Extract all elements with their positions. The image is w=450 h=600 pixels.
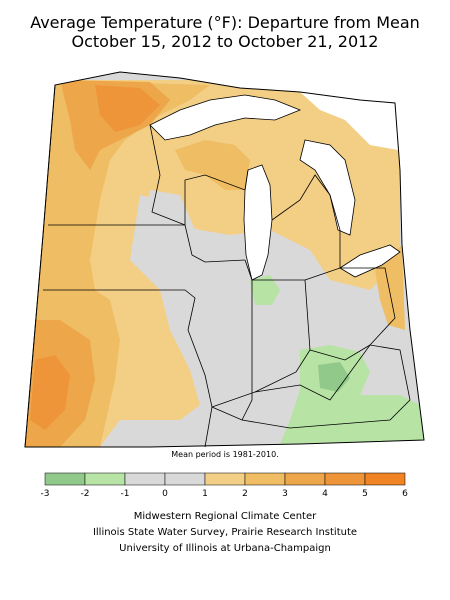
temperature-departure-map — [24, 71, 425, 448]
legend-tick-label: 0 — [162, 489, 168, 499]
map-frame — [24, 71, 425, 448]
legend-bin — [324, 472, 366, 486]
map-title-line-2: October 15, 2012 to October 21, 2012 — [71, 32, 379, 51]
warm-zone-michigan-up — [175, 140, 250, 190]
credit-line-2: Illinois State Water Survey, Prairie Res… — [92, 527, 358, 538]
canada-area — [300, 92, 398, 150]
lake-huron — [299, 139, 356, 236]
lake-michigan — [243, 164, 273, 281]
warm-zone-ohio-east — [375, 245, 405, 330]
legend-tick-label: 2 — [242, 489, 248, 499]
legend-bin — [364, 472, 406, 486]
map-title-line-1: Average Temperature (°F): Departure from… — [30, 13, 420, 32]
cool-zone-kentucky-core — [318, 362, 350, 392]
legend-bin — [124, 472, 166, 486]
cool-zone-indiana — [250, 275, 280, 305]
legend-bin — [44, 472, 86, 486]
legend-tick-label: 6 — [402, 489, 408, 499]
legend-bin — [244, 472, 286, 486]
color-legend: -3 -2 -1 0 1 2 3 4 5 6 — [41, 472, 408, 499]
legend-tick-label: 3 — [282, 489, 288, 499]
lake-erie — [339, 244, 401, 278]
legend-bin — [284, 472, 326, 486]
lake-superior — [149, 94, 302, 141]
legend-tick-label: -3 — [41, 489, 50, 499]
mean-period-note: Mean period is 1981-2010. — [171, 450, 279, 459]
legend-bin — [164, 472, 206, 486]
legend-bin — [204, 472, 246, 486]
legend-tick-label: 5 — [362, 489, 368, 499]
credit-line-1: Midwestern Regional Climate Center — [133, 511, 317, 522]
legend-bin — [84, 472, 126, 486]
legend-tick-label: 1 — [202, 489, 208, 499]
warm-zone-4-5 — [95, 85, 160, 132]
warm-zone-sw-4-5 — [30, 355, 70, 430]
legend-tick-label: 4 — [322, 489, 328, 499]
credit-line-3: University of Illinois at Urbana-Champai… — [119, 543, 331, 554]
legend-tick-label: -2 — [81, 489, 90, 499]
cool-zone-kentucky — [280, 345, 424, 444]
legend-tick-label: -1 — [121, 489, 130, 499]
